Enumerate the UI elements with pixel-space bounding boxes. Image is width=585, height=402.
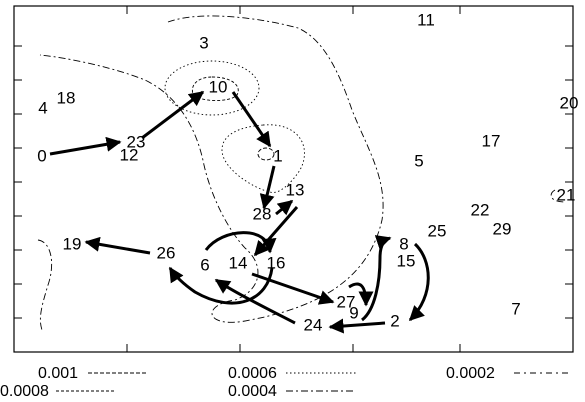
node-label-16: 16 [267, 253, 286, 272]
node-label-23: 23 [127, 132, 146, 151]
node-label-1: 1 [273, 146, 282, 165]
node-label-25: 25 [428, 221, 447, 240]
arrow-10-to-1 [231, 91, 272, 148]
arrow-9-to-8 [360, 235, 392, 322]
node-label-8: 8 [399, 234, 408, 253]
legend-label-0p0002: 0.0002 [446, 365, 495, 382]
legend: 0.001 0.0008 0.0006 0.0004 0.0002 [0, 365, 572, 400]
node-label-5: 5 [414, 151, 423, 170]
axis-ticks [14, 6, 573, 352]
plot-frame [13, 5, 574, 353]
node-label-3: 3 [199, 33, 208, 52]
node-label-17: 17 [482, 131, 501, 150]
node-label-2: 2 [390, 311, 399, 330]
node-label-20: 20 [560, 93, 579, 112]
contour-0p0006-top [164, 60, 260, 116]
node-label-6: 6 [200, 255, 209, 274]
node-label-19: 19 [63, 234, 82, 253]
legend-label-0p0008: 0.0008 [0, 383, 49, 400]
node-label-21: 21 [557, 185, 576, 204]
arrow-14-to-27 [251, 272, 335, 305]
node-label-24: 24 [304, 315, 323, 334]
contour-0p0006-mid [221, 124, 305, 193]
node-label-7: 7 [511, 299, 520, 318]
arrow-23-to-10 [141, 90, 205, 140]
arrow-26-to-19 [84, 236, 151, 255]
node-label-10: 10 [209, 77, 228, 96]
arrow-8-to-2 [408, 242, 430, 322]
node-label-26: 26 [157, 243, 176, 262]
node-label-18: 18 [57, 88, 76, 107]
legend-label-0p001: 0.001 [38, 365, 78, 382]
arrow-16-to-26 [168, 266, 274, 305]
node-label-27: 27 [337, 292, 356, 311]
arrow-27-to-9 [348, 282, 374, 307]
arrow-6-to-16 [204, 231, 277, 254]
node-label-22: 22 [471, 200, 490, 219]
node-label-11: 11 [417, 10, 435, 29]
node-label-13: 13 [286, 180, 305, 199]
arrow-2-to-24 [328, 318, 386, 334]
arrow-1-to-28 [259, 165, 276, 210]
node-label-4: 4 [38, 98, 47, 117]
arrow-24-to-6 [214, 278, 296, 325]
node-label-0: 0 [37, 146, 46, 165]
contour-0p001 [257, 147, 275, 161]
contour-lines [37, 15, 566, 331]
contour-0p0008 [191, 76, 239, 101]
contour-0p0004-right [550, 189, 566, 203]
flow-arrows [49, 90, 430, 334]
node-label-14: 14 [229, 253, 248, 272]
node-label-28: 28 [253, 204, 272, 223]
node-label-15: 15 [397, 251, 416, 270]
node-label-9: 9 [349, 303, 358, 322]
contour-0p0004-main [39, 15, 384, 323]
node-label-12: 12 [120, 145, 139, 164]
legend-label-0p0004: 0.0004 [228, 383, 277, 400]
arrow-0-to-23 [49, 136, 122, 156]
legend-label-0p0006: 0.0006 [228, 365, 277, 382]
contour-0p0004-left [37, 239, 53, 331]
node-label-29: 29 [493, 219, 512, 238]
arrow-28-to-13 [275, 199, 294, 216]
